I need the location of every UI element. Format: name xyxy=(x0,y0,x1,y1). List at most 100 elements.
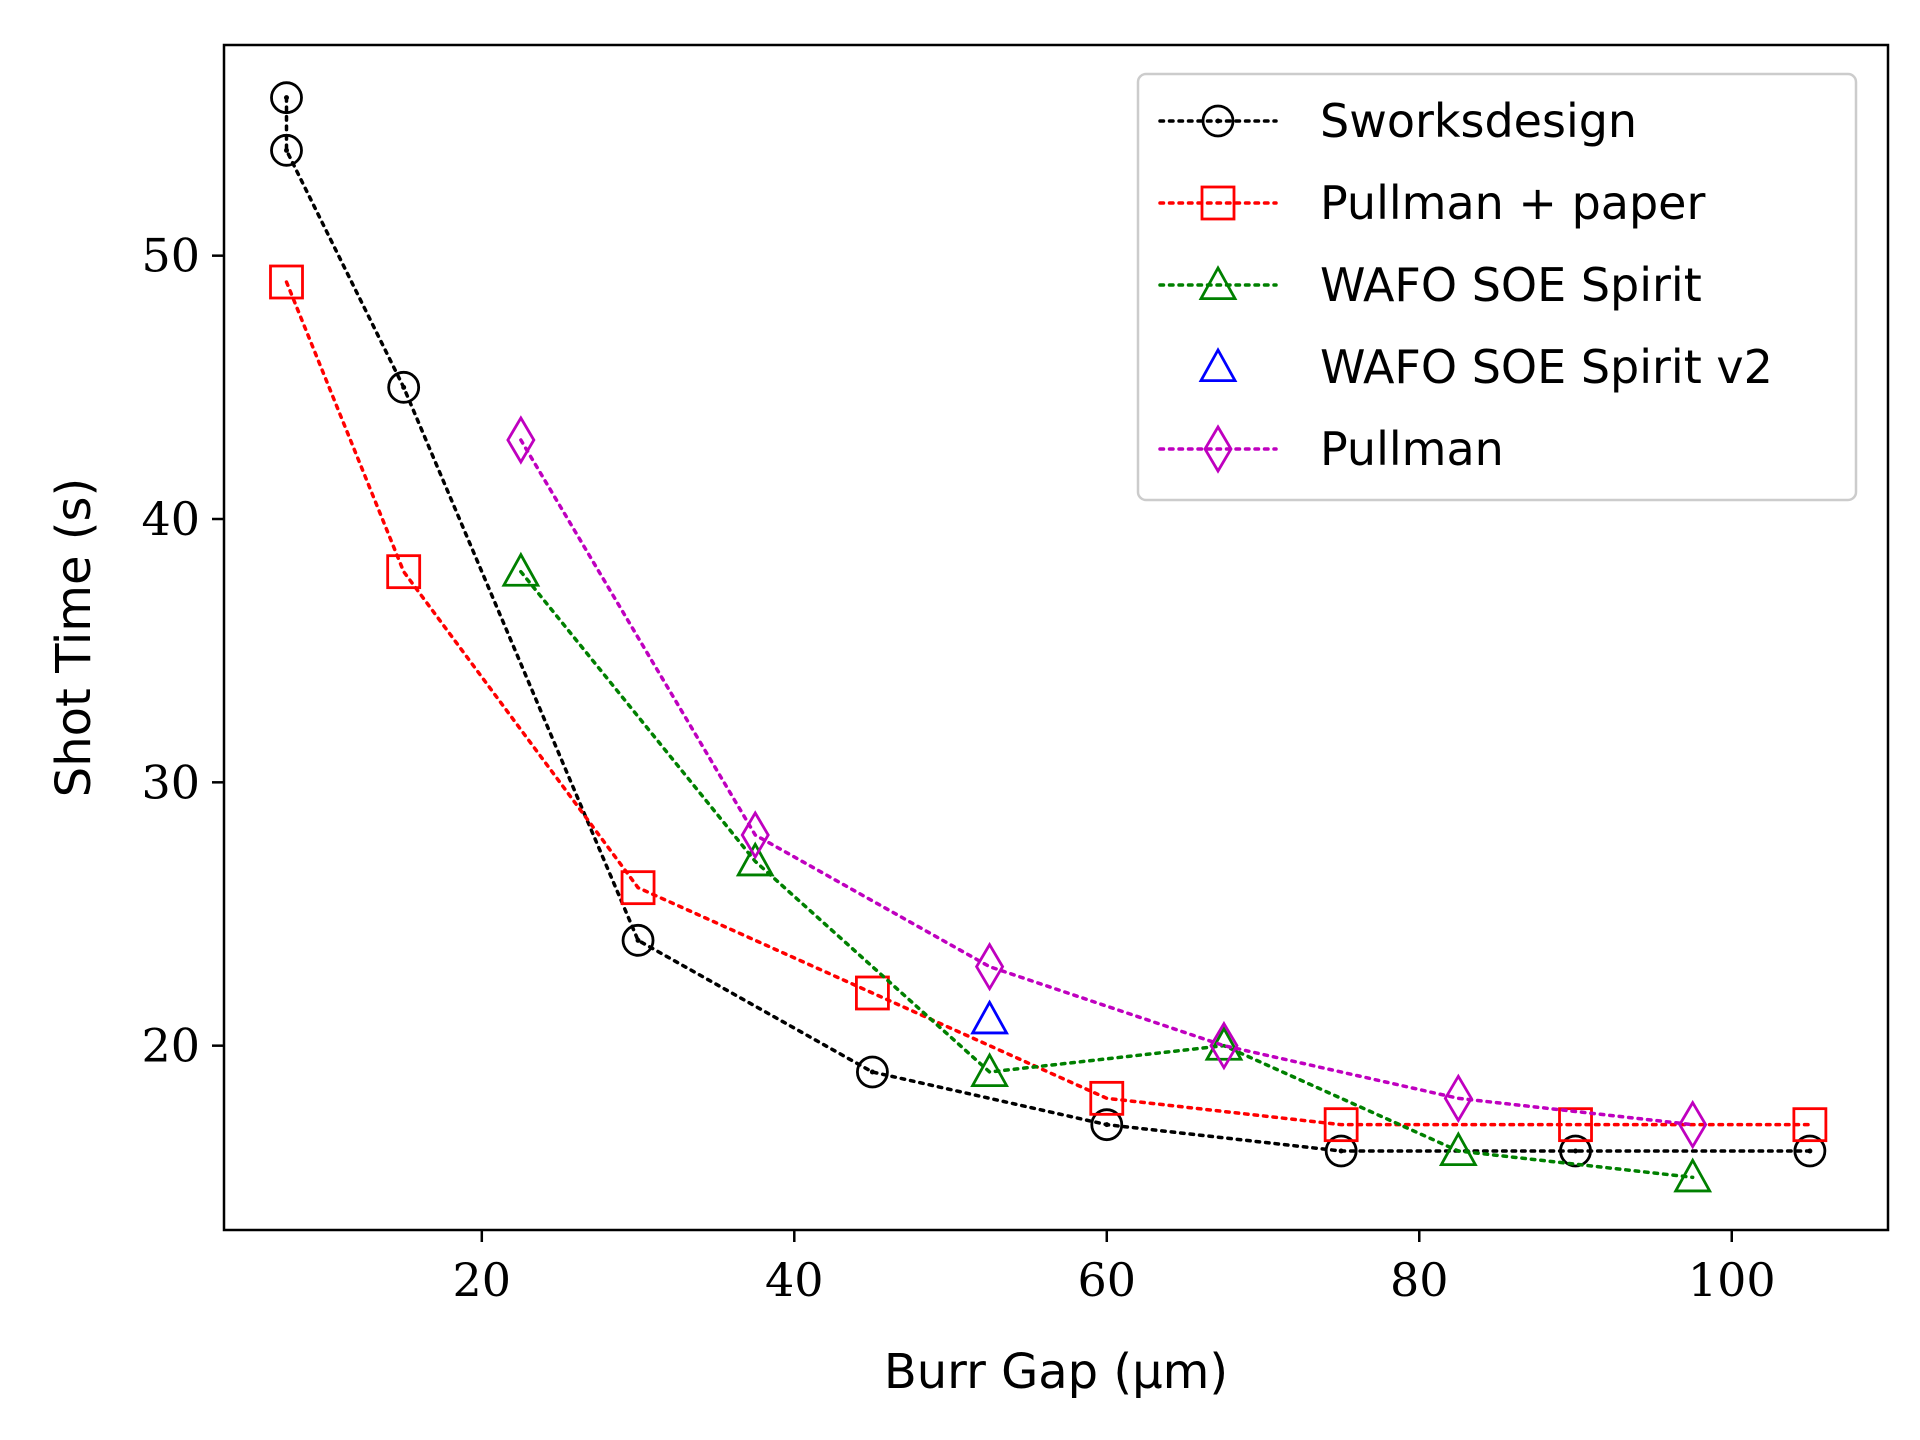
legend-marker xyxy=(1200,185,1236,221)
data-point xyxy=(1559,1134,1592,1168)
marker-circle xyxy=(1324,1134,1358,1168)
marker-center-dot xyxy=(401,384,407,390)
data-point xyxy=(1558,1107,1593,1143)
marker-triangle xyxy=(970,1052,1009,1087)
data-point xyxy=(1204,1025,1244,1061)
marker-triangle xyxy=(735,841,775,877)
data-point xyxy=(1209,1020,1239,1071)
legend-label: WAFO SOE Spirit xyxy=(1320,258,1702,312)
data-point xyxy=(1323,1107,1359,1143)
legend-label: Pullman + paper xyxy=(1320,176,1705,230)
marker-circle xyxy=(1201,104,1235,138)
marker-diamond xyxy=(506,415,536,465)
data-point xyxy=(501,551,541,587)
series-2 xyxy=(501,551,1713,1193)
y-tick-label: 30 xyxy=(141,755,200,809)
legend: Sworksdesign Pullman + paper WAFO SOE Spir… xyxy=(1136,72,1858,502)
series-0 xyxy=(270,81,1827,1168)
data-point xyxy=(1090,1108,1124,1142)
data-point xyxy=(1438,1131,1478,1166)
legend-marker xyxy=(1203,424,1233,474)
data-point xyxy=(740,810,770,860)
marker-square xyxy=(620,870,656,906)
legend-box xyxy=(1136,72,1858,502)
marker-square xyxy=(386,554,422,590)
marker-circle xyxy=(856,1055,889,1089)
data-point xyxy=(270,81,303,115)
data-point xyxy=(620,870,656,906)
marker-triangle xyxy=(501,551,541,587)
legend-entry: WAFO SOE Spirit v2 xyxy=(1198,340,1773,394)
series-line xyxy=(284,280,1812,1127)
marker-square xyxy=(1089,1080,1125,1116)
y-axis-label: Shot Time (s) xyxy=(46,478,102,798)
data-point xyxy=(974,941,1005,992)
marker-triangle xyxy=(1438,1131,1478,1166)
axis-ticks: 20 40 60 80 100 20 30 40 50 xyxy=(141,229,1775,1307)
series-line xyxy=(519,438,1695,1127)
data-point xyxy=(270,133,303,167)
marker-center-dot xyxy=(1215,118,1221,124)
marker-circle xyxy=(1793,1134,1827,1168)
data-point xyxy=(387,370,421,404)
data-point xyxy=(1792,1107,1828,1143)
data-point xyxy=(735,841,775,877)
data-point xyxy=(1678,1099,1708,1150)
data-point xyxy=(621,923,655,957)
series-line xyxy=(519,569,1695,1180)
x-axis-label: Burr Gap (μm) xyxy=(884,1344,1228,1400)
y-tick-label: 40 xyxy=(141,492,200,546)
marker-square xyxy=(1323,1107,1359,1143)
data-point xyxy=(1443,1073,1473,1124)
data-point xyxy=(1793,1134,1827,1168)
marker-center-dot xyxy=(1807,1148,1813,1154)
data-point xyxy=(506,415,536,465)
legend-entry: WAFO SOE Spirit xyxy=(1158,258,1702,312)
marker-circle xyxy=(270,81,303,115)
legend-entry: Sworksdesign xyxy=(1158,94,1637,148)
marker-center-dot xyxy=(283,147,289,153)
plot-frame xyxy=(222,43,1890,1232)
marker-circle xyxy=(621,923,655,957)
legend-label: Pullman xyxy=(1320,422,1504,476)
marker-circle xyxy=(1090,1108,1124,1142)
data-point xyxy=(1673,1157,1713,1193)
y-tick-label: 50 xyxy=(141,229,200,283)
data-point xyxy=(856,1055,889,1089)
marker-center-dot xyxy=(283,95,289,101)
x-tick-label: 100 xyxy=(1688,1253,1776,1307)
x-tick-label: 60 xyxy=(1078,1253,1137,1307)
series-4 xyxy=(506,415,1708,1150)
marker-diamond xyxy=(974,941,1005,992)
legend-marker xyxy=(1198,265,1238,301)
data-point xyxy=(1089,1080,1125,1116)
marker-diamond xyxy=(740,810,770,860)
marker-triangle xyxy=(1204,1025,1244,1061)
series-1 xyxy=(269,264,1828,1143)
marker-square xyxy=(855,975,890,1011)
x-tick-label: 20 xyxy=(453,1253,512,1307)
legend-entry: Pullman + paper xyxy=(1158,176,1705,230)
legend-entry: Pullman xyxy=(1158,422,1504,476)
marker-circle xyxy=(1559,1134,1592,1168)
marker-center-dot xyxy=(635,937,641,943)
marker-triangle xyxy=(1198,347,1238,383)
data-point xyxy=(386,554,422,590)
marker-diamond xyxy=(1209,1020,1239,1071)
x-tick-label: 80 xyxy=(1390,1253,1449,1307)
marker-center-dot xyxy=(1573,1148,1579,1154)
marker-center-dot xyxy=(1104,1122,1110,1128)
legend-marker xyxy=(1198,347,1238,383)
plot-area xyxy=(269,81,1828,1193)
marker-diamond xyxy=(1203,424,1233,474)
marker-circle xyxy=(270,133,303,167)
data-point xyxy=(855,975,890,1011)
marker-center-dot xyxy=(1338,1148,1344,1154)
marker-square xyxy=(269,264,304,300)
series-3 xyxy=(970,999,1009,1035)
marker-square xyxy=(1200,185,1236,221)
marker-diamond xyxy=(1678,1099,1708,1150)
x-tick-label: 40 xyxy=(765,1253,824,1307)
marker-square xyxy=(1558,1107,1593,1143)
